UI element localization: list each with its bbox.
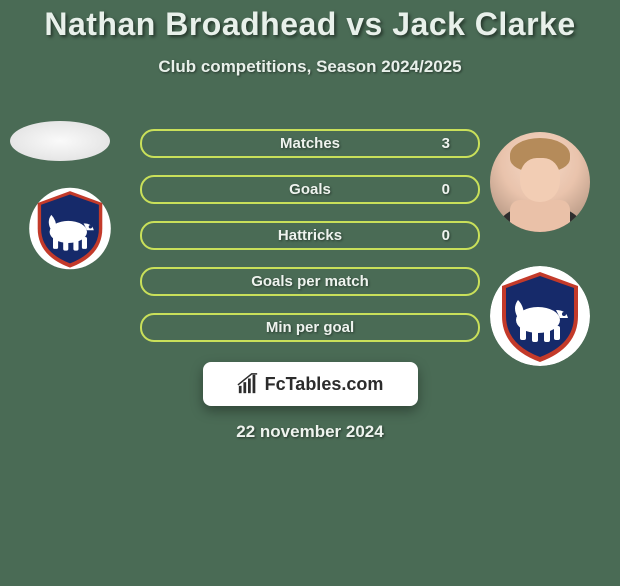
stat-value-right: 0 (442, 181, 450, 198)
stat-row-goals-per-match: Goals per match (140, 267, 480, 296)
stat-label: Min per goal (266, 319, 354, 336)
stat-label: Matches (280, 135, 340, 152)
stat-label: Goals (289, 181, 331, 198)
date-label: 22 november 2024 (0, 422, 620, 442)
ipswich-town-badge-icon (20, 186, 120, 271)
bar-chart-icon (237, 373, 259, 395)
stat-value-right: 3 (442, 135, 450, 152)
page-subtitle: Club competitions, Season 2024/2025 (0, 57, 620, 77)
branding-badge[interactable]: FcTables.com (203, 362, 418, 406)
stat-value-right: 0 (442, 227, 450, 244)
stat-label: Hattricks (278, 227, 342, 244)
left-player-avatar (10, 121, 110, 161)
ipswich-town-badge-icon (490, 266, 590, 366)
stat-label: Goals per match (251, 273, 369, 290)
right-player-avatar (490, 132, 590, 232)
page-title: Nathan Broadhead vs Jack Clarke (0, 6, 620, 43)
left-club-badge (20, 186, 120, 271)
stat-row-min-per-goal: Min per goal (140, 313, 480, 342)
stat-row-hattricks: Hattricks 0 (140, 221, 480, 250)
branding-text: FcTables.com (265, 374, 384, 395)
right-club-badge (490, 266, 590, 366)
stat-row-matches: Matches 3 (140, 129, 480, 158)
stat-row-goals: Goals 0 (140, 175, 480, 204)
